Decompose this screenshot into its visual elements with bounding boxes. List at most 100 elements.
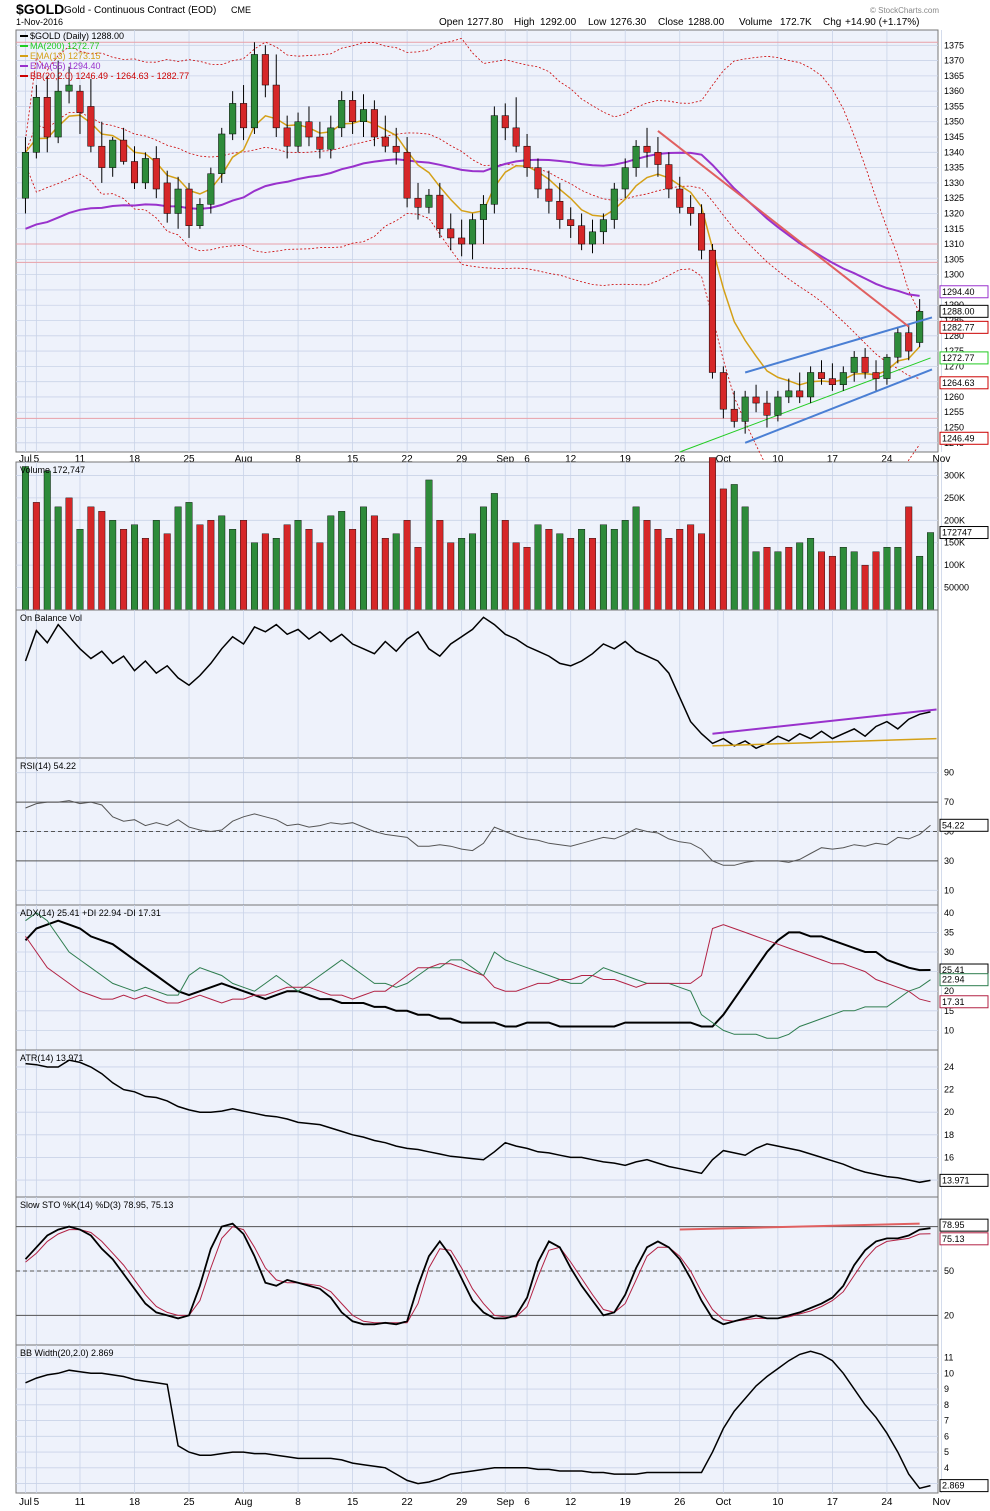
x-tick-label: 17	[827, 454, 839, 465]
volume-bar	[872, 551, 880, 611]
price-tag-box	[939, 320, 989, 334]
volume-bar	[796, 542, 804, 611]
volume-bar	[447, 542, 455, 611]
atr-tag-box	[939, 1173, 989, 1187]
x-tick-label: 6	[524, 454, 530, 465]
volume-bar	[632, 506, 640, 611]
y-tick-label: 1370	[944, 56, 964, 66]
volume-bar	[850, 551, 858, 611]
candle-body	[152, 158, 160, 190]
candle-body	[349, 100, 357, 122]
minus-di-line	[25, 924, 931, 1004]
ema55-line	[25, 151, 920, 297]
volume-bar	[120, 529, 128, 611]
volume-bar	[785, 547, 793, 611]
x-tick-label: 24	[881, 1497, 893, 1508]
bb-upper-line	[25, 37, 920, 313]
y-tick-label: 1340	[944, 147, 964, 157]
candle-body	[905, 332, 913, 352]
volume-bar	[556, 533, 564, 611]
x-tick-label: 22	[402, 454, 414, 465]
volume-bar	[687, 524, 695, 611]
candle-body	[545, 188, 553, 202]
volume-bar	[250, 542, 258, 611]
candle-body	[32, 97, 40, 153]
candle-body	[687, 207, 695, 214]
volume-bar	[43, 470, 51, 611]
x-tick-label: 5	[34, 1497, 40, 1508]
volume-bar	[163, 533, 171, 611]
x-tick-label: Jul	[19, 1497, 32, 1508]
candle-body	[501, 115, 509, 129]
candle-body	[708, 249, 716, 373]
candle-body	[741, 396, 749, 422]
sto-d-tag-box	[939, 1232, 989, 1246]
atr-tag: 13.971	[942, 1175, 970, 1185]
volume-bar	[927, 532, 935, 611]
y-tick-label: 30	[944, 856, 954, 866]
volume-bar	[599, 524, 607, 611]
volume-bar	[567, 538, 575, 611]
volume-bar	[32, 502, 40, 611]
price-tag: 1246.49	[942, 433, 975, 443]
candle-body	[894, 332, 902, 358]
y-tick-label: 1335	[944, 163, 964, 173]
candle-body	[469, 219, 477, 245]
candle-body	[207, 173, 215, 205]
y-tick-label: 1330	[944, 178, 964, 188]
adx-legend: ADX(14) 25.41 +DI 22.94 -DI 17.31	[20, 908, 161, 918]
candle-body	[719, 372, 727, 410]
x-tick-label: 22	[402, 1497, 414, 1508]
candle-body	[850, 356, 858, 373]
volume-bar	[752, 551, 760, 611]
candle-body	[338, 100, 346, 129]
x-tick-label: 25	[183, 454, 195, 465]
volume-bar	[272, 538, 280, 611]
candle-body	[21, 152, 29, 199]
chart-header: $GOLD Gold - Continuous Contract (EOD) C…	[16, 1, 939, 28]
y-tick-label: 1260	[944, 392, 964, 402]
candle-body	[752, 396, 760, 404]
candle-body	[883, 356, 891, 379]
volume-bar	[360, 506, 367, 611]
x-tick-label: 18	[129, 454, 141, 465]
ema13-line	[24, 114, 921, 386]
volume-bar	[370, 515, 378, 611]
y-tick-label: 1320	[944, 208, 964, 218]
volume-bar	[87, 506, 95, 611]
y-tick-label: 6	[944, 1431, 949, 1441]
x-tick-label: 24	[881, 454, 893, 465]
x-tick-label: Oct	[716, 1497, 732, 1508]
volume-bar	[512, 542, 520, 611]
x-tick-label: Sep	[496, 1497, 514, 1508]
volume-bar	[578, 529, 586, 611]
x-tick-label: 29	[456, 1497, 468, 1508]
candle-body	[250, 54, 258, 129]
candle-body	[436, 194, 444, 230]
x-tick-label: 12	[565, 454, 577, 465]
sto-k-tag: 78.95	[942, 1220, 965, 1230]
volume-value: 172.7K	[780, 17, 812, 28]
y-tick-label: 1300	[944, 270, 964, 280]
price-tag-box	[939, 304, 989, 318]
obv-panel-frame	[15, 609, 939, 759]
volume-bar	[403, 520, 411, 611]
adx-panel-frame	[15, 904, 939, 1051]
legend-entry: EMA(13) 1273.15	[30, 51, 101, 61]
x-tick-label: 10	[772, 1497, 784, 1508]
plus-di-line	[25, 912, 931, 1039]
bbwidth-legend: BB Width(20,2.0) 2.869	[20, 1348, 114, 1358]
price-tag: 1272.77	[942, 353, 975, 363]
candle-body	[621, 167, 629, 190]
y-tick-label: 20	[944, 986, 954, 996]
volume-bar	[174, 506, 182, 611]
candle-body	[185, 188, 193, 226]
volume-bar	[839, 547, 847, 611]
y-tick-label: 8	[944, 1400, 949, 1410]
volume-bar	[589, 538, 596, 611]
y-tick-label: 150K	[944, 538, 965, 548]
volume-bar	[818, 551, 825, 611]
candle-body	[512, 127, 520, 147]
